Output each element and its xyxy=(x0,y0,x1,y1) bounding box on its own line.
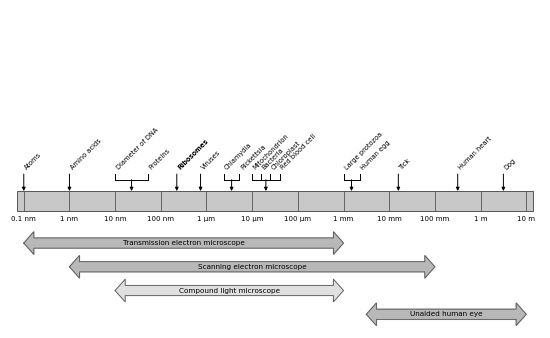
Text: 10 m: 10 m xyxy=(517,216,535,222)
Text: Large protozoa: Large protozoa xyxy=(344,131,383,171)
Polygon shape xyxy=(366,303,526,325)
Text: Human heart: Human heart xyxy=(458,136,493,171)
Text: Rickettsia: Rickettsia xyxy=(239,143,267,171)
Text: Human egg: Human egg xyxy=(360,139,391,171)
Text: Red blood cell: Red blood cell xyxy=(279,133,317,171)
Text: 100 nm: 100 nm xyxy=(147,216,174,222)
Text: 10 mm: 10 mm xyxy=(377,216,402,222)
Text: 1 mm: 1 mm xyxy=(333,216,354,222)
Text: Compound light microscope: Compound light microscope xyxy=(179,288,280,293)
Polygon shape xyxy=(115,279,344,302)
Text: Unaided human eye: Unaided human eye xyxy=(410,311,482,317)
Text: 1 m: 1 m xyxy=(474,216,487,222)
Text: Amino acids: Amino acids xyxy=(69,138,102,171)
Text: 1 nm: 1 nm xyxy=(60,216,79,222)
Text: 1 μm: 1 μm xyxy=(197,216,216,222)
Text: Transmission electron microscope: Transmission electron microscope xyxy=(123,240,245,246)
Text: Tick: Tick xyxy=(398,157,412,171)
Text: Chlamydia: Chlamydia xyxy=(224,141,253,171)
Text: Viruses: Viruses xyxy=(201,149,222,171)
Polygon shape xyxy=(24,232,344,255)
Text: Scanning electron microscope: Scanning electron microscope xyxy=(198,264,306,270)
Text: Mitochondrion: Mitochondrion xyxy=(252,133,290,171)
Text: 0.1 nm: 0.1 nm xyxy=(12,216,36,222)
FancyBboxPatch shape xyxy=(17,191,533,211)
Text: 10 nm: 10 nm xyxy=(104,216,126,222)
Text: Atoms: Atoms xyxy=(24,151,43,171)
Text: 100 mm: 100 mm xyxy=(420,216,449,222)
Text: Ribosomes: Ribosomes xyxy=(177,138,210,171)
Text: Proteins: Proteins xyxy=(148,147,172,171)
Text: Dog: Dog xyxy=(503,157,517,171)
Polygon shape xyxy=(69,256,435,278)
Text: Chloroplast: Chloroplast xyxy=(271,140,301,171)
Text: Diameter of DNA: Diameter of DNA xyxy=(115,127,159,171)
Text: 100 μm: 100 μm xyxy=(284,216,311,222)
Text: 10 μm: 10 μm xyxy=(241,216,263,222)
Text: Bacteria: Bacteria xyxy=(261,147,285,171)
